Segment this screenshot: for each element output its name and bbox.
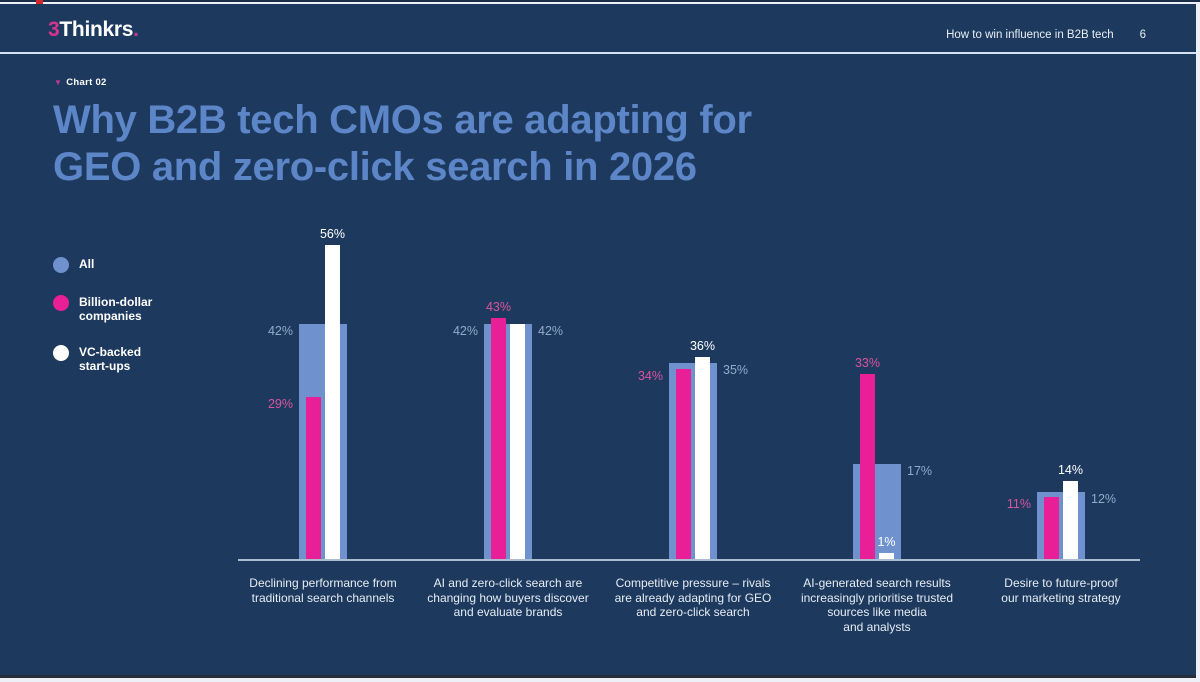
page-number: 6	[1139, 29, 1146, 41]
value-label-all: 17%	[907, 463, 933, 478]
kicker-label: Chart 02	[66, 77, 107, 88]
value-label-vc: 56%	[319, 227, 346, 242]
value-label-vc: 1%	[877, 535, 896, 550]
value-label-vc: 36%	[689, 339, 716, 354]
legend-item-all: All	[53, 257, 152, 273]
value-label-all: 12%	[1091, 491, 1117, 506]
legend-dot-billion-dollar-icon	[53, 295, 69, 311]
bar-vc	[695, 357, 710, 559]
value-label-all: 35%	[723, 363, 749, 377]
category-label: AI-generated search results increasingly…	[800, 576, 954, 634]
legend-label-all: All	[79, 257, 95, 271]
legend-label-billion-dollar: Billion-dollar companies	[79, 295, 153, 323]
legend-label-vc-backed: VC-backed start-ups	[79, 345, 142, 373]
x-axis-baseline	[238, 559, 1140, 561]
logo-period: .	[133, 18, 139, 41]
bar-billion	[676, 368, 691, 559]
chart-legend: All Billion-dollar companies VC-backed s…	[53, 257, 153, 396]
category-label: Competitive pressure – rivals are alread…	[614, 576, 772, 619]
category-label: Declining performance from traditional s…	[249, 576, 397, 605]
legend-dot-all-icon	[53, 257, 69, 273]
top-edge-strip	[0, 0, 1200, 2]
bar-billion	[860, 374, 875, 559]
header-right: How to win influence in B2B tech 6	[930, 29, 1146, 41]
red-notch-mark	[36, 0, 43, 4]
document-title: How to win influence in B2B tech	[946, 29, 1114, 41]
value-label-billion: 34%	[637, 368, 663, 383]
value-label-billion: 43%	[485, 300, 512, 315]
bar-vc	[510, 323, 525, 559]
logo-prefix: 3	[48, 18, 60, 41]
legend-item-billion-dollar: Billion-dollar companies	[53, 295, 153, 323]
value-label-billion: 11%	[1006, 497, 1031, 512]
bar-vc	[879, 553, 894, 559]
brand-logo: 3Thinkrs.	[48, 18, 139, 42]
value-label-billion: 29%	[267, 396, 293, 411]
bar-vc	[1063, 480, 1078, 559]
triangle-marker-icon: ▼	[54, 78, 63, 87]
legend-dot-vc-backed-icon	[53, 345, 69, 361]
value-label-vc: 42%	[538, 323, 564, 338]
header-bar: 3Thinkrs. How to win influence in B2B te…	[0, 4, 1196, 54]
value-label-all: 42%	[267, 323, 293, 338]
value-label-billion: 33%	[854, 356, 881, 371]
bar-vc	[325, 245, 340, 559]
category-label: AI and zero-click search are changing ho…	[427, 576, 589, 619]
category-label: Desire to future-proof our marketing str…	[1001, 576, 1121, 605]
chart-kicker: ▼ Chart 02	[54, 77, 107, 88]
value-label-all: 42%	[452, 323, 478, 338]
slide-background	[0, 4, 1196, 675]
footer-edge-line	[0, 675, 1196, 678]
legend-item-vc-backed: VC-backed start-ups	[53, 345, 152, 373]
bar-billion	[1044, 497, 1059, 559]
logo-name: Thinkrs	[59, 18, 134, 41]
slide-title: Why B2B tech CMOs are adapting for GEO a…	[53, 98, 752, 189]
value-label-vc: 14%	[1057, 462, 1084, 477]
bar-billion	[306, 396, 321, 559]
bar-billion	[491, 318, 506, 559]
